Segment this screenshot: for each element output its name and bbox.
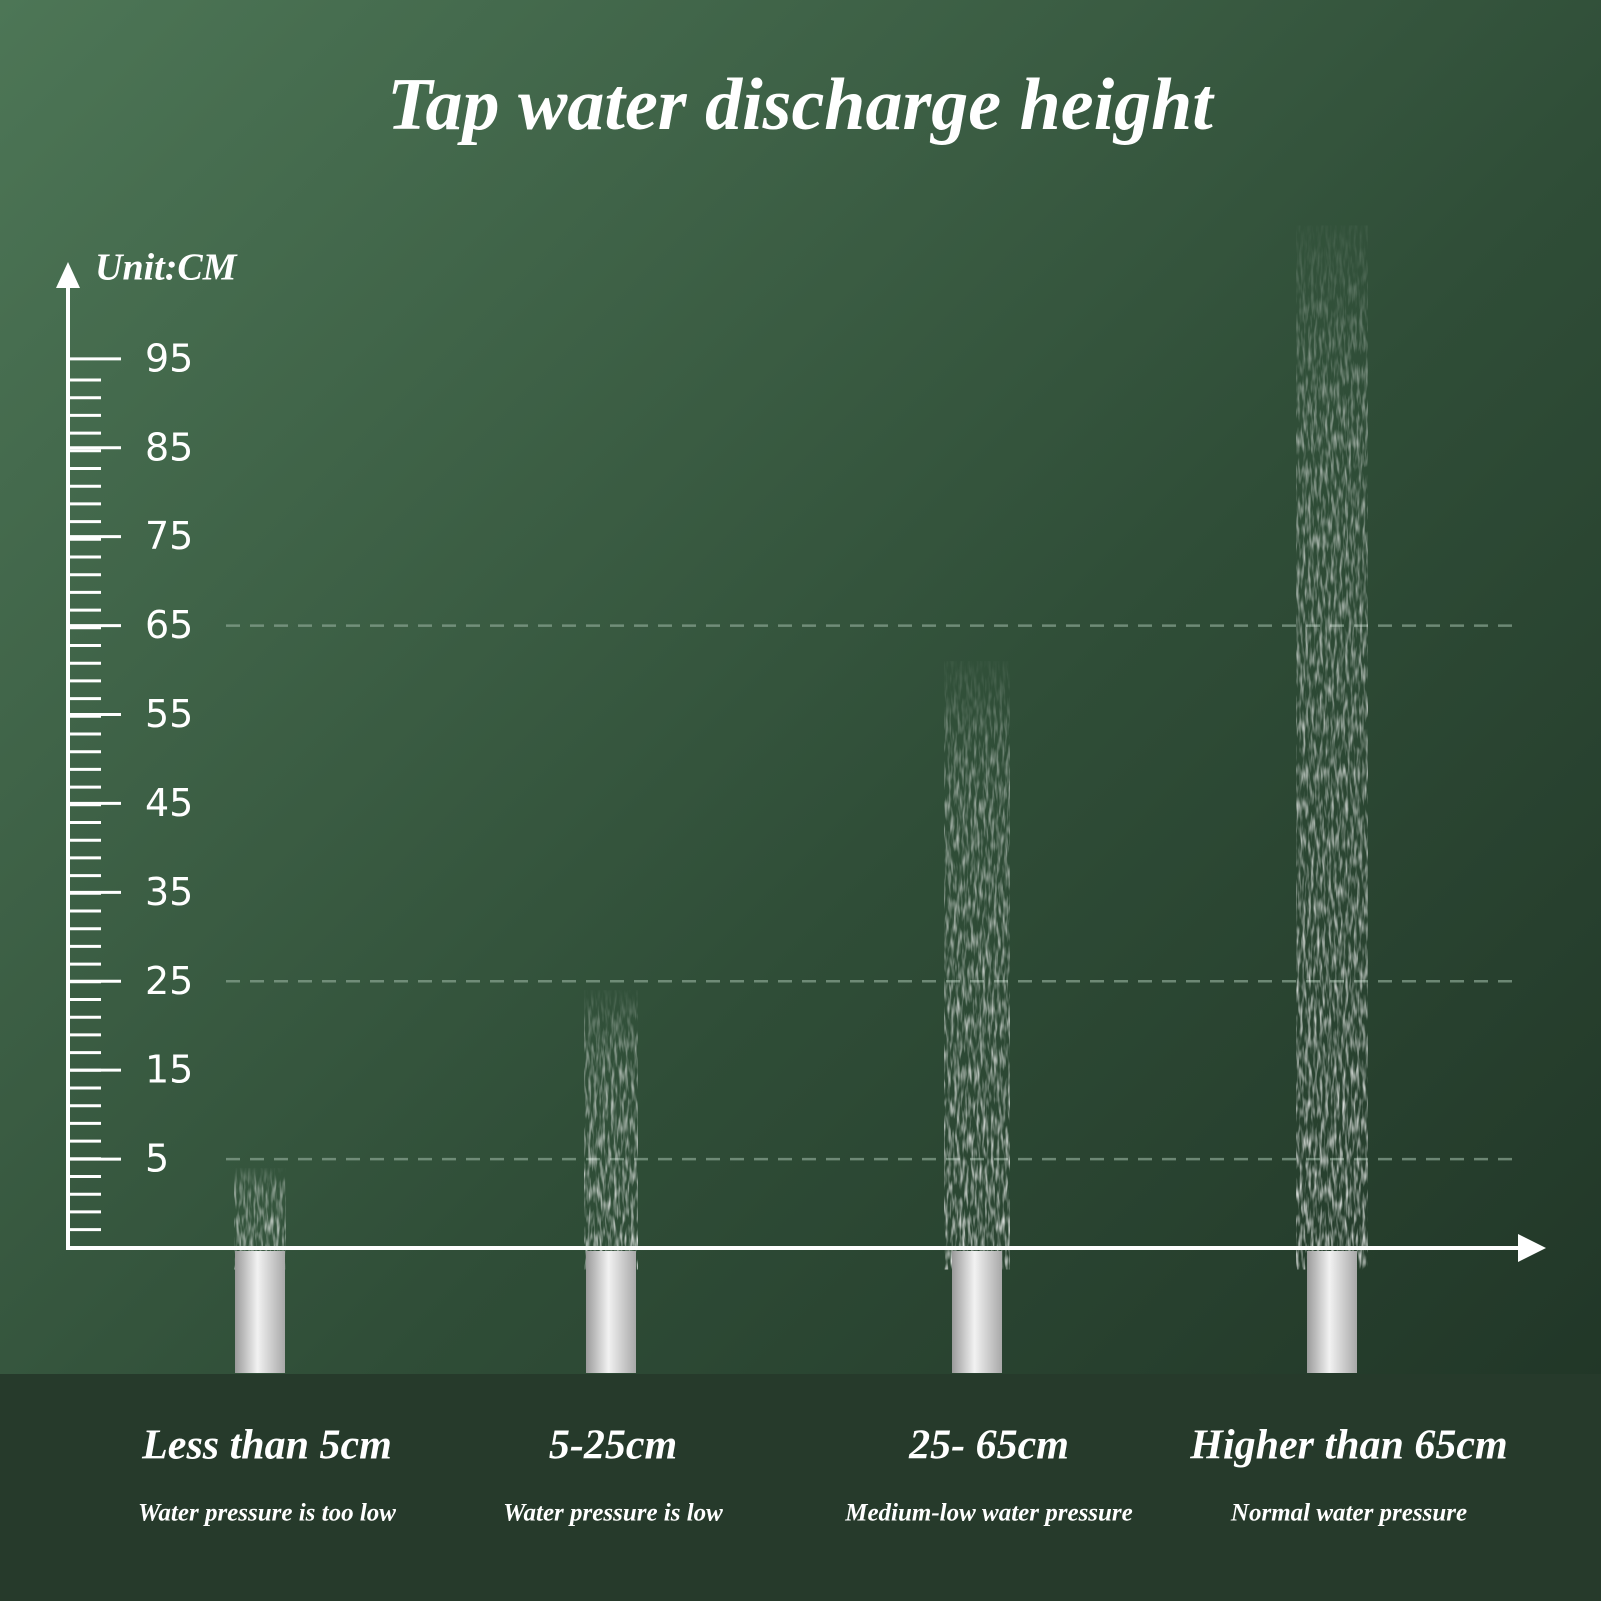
y-axis-arrow [56,262,80,288]
y-tick-label: 95 [145,336,193,380]
y-tick-label: 75 [145,514,193,558]
x-axis-arrow [1518,1234,1546,1262]
y-tick-label: 55 [145,692,193,736]
water-jet [944,661,1010,1270]
category-subtitle: Water pressure is low [503,1500,723,1527]
y-tick-label: 25 [145,959,193,1003]
category-subtitle: Normal water pressure [1230,1500,1467,1527]
nozzle [1307,1251,1357,1373]
y-tick-label: 15 [145,1048,193,1092]
category-label: Higher than 65cm [1189,1423,1507,1469]
chart-title: Tap water discharge height [387,64,1215,146]
y-tick-label: 5 [145,1137,169,1181]
category-subtitle: Medium-low water pressure [844,1500,1133,1527]
category-label: 5-25cm [549,1423,677,1469]
category-label: Less than 5cm [141,1423,392,1469]
y-tick-label: 85 [145,425,193,469]
category-label: 25- 65cm [908,1423,1069,1469]
water-jet [584,990,638,1270]
nozzle [586,1251,636,1373]
y-tick-label: 35 [145,870,193,914]
category-subtitle: Water pressure is too low [138,1500,396,1527]
nozzle [952,1251,1002,1373]
y-tick-label: 65 [145,603,193,647]
water-jet [1296,225,1368,1270]
y-tick-label: 45 [145,781,193,825]
footer-band [0,1374,1601,1601]
nozzle [235,1251,285,1373]
y-axis-label: Unit:CM [95,247,238,289]
